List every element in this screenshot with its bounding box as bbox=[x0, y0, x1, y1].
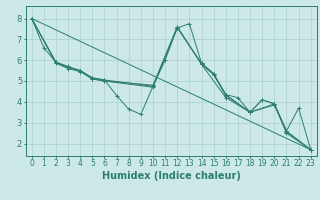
X-axis label: Humidex (Indice chaleur): Humidex (Indice chaleur) bbox=[102, 171, 241, 181]
